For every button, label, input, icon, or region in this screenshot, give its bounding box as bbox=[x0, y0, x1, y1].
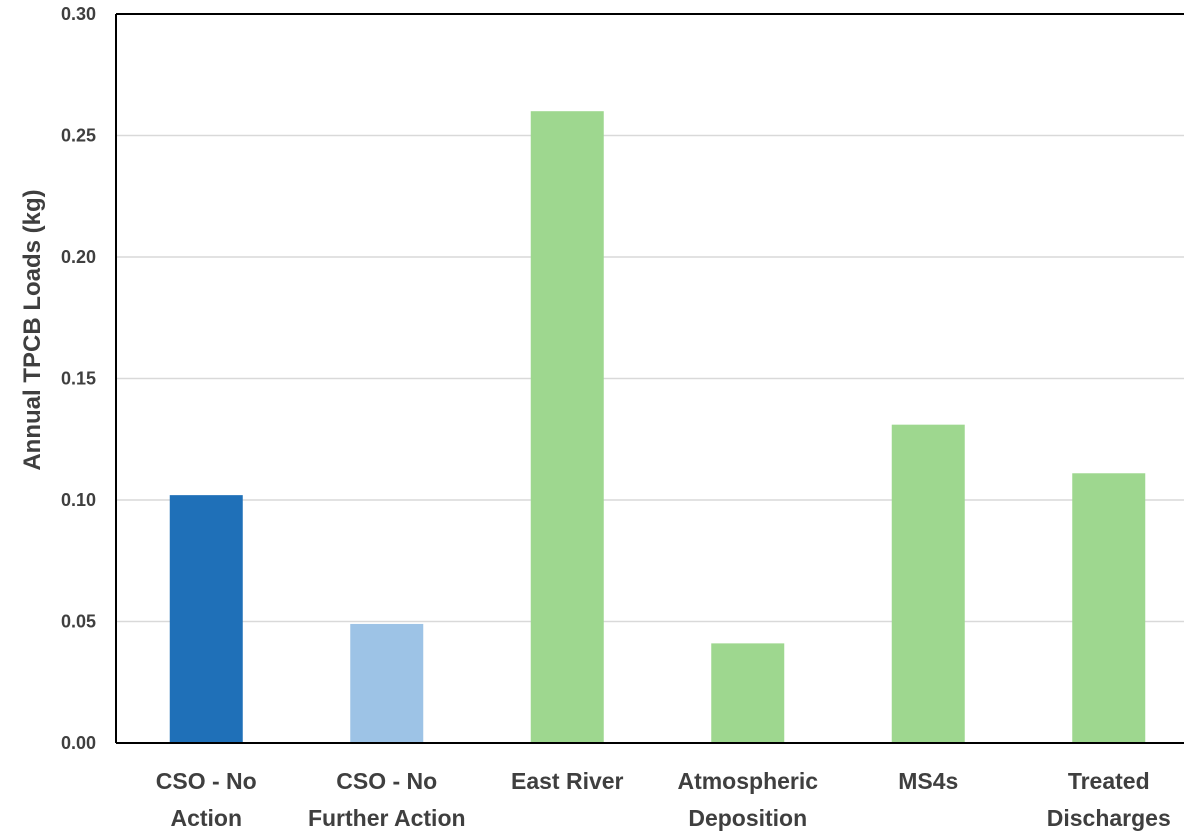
category-label-line: Action bbox=[170, 805, 242, 831]
bar bbox=[530, 111, 604, 743]
category-label-line: CSO - No bbox=[156, 768, 257, 794]
y-tick-label: 0.05 bbox=[61, 612, 96, 632]
category-label: East River bbox=[511, 768, 624, 794]
y-tick-label: 0.00 bbox=[61, 733, 96, 753]
axes bbox=[115, 13, 1184, 744]
category-label: CSO - No Further Action bbox=[308, 768, 466, 831]
y-tick-label: 0.20 bbox=[61, 247, 96, 267]
bar bbox=[1072, 473, 1146, 743]
y-tick-label: 0.15 bbox=[61, 369, 96, 389]
category-label-line: East River bbox=[511, 768, 624, 794]
category-label-line: Atmospheric bbox=[677, 768, 818, 794]
category-label: Treated Discharges bbox=[1047, 768, 1171, 831]
y-axis-title: Annual TPCB Loads (kg) bbox=[19, 189, 46, 470]
bar bbox=[169, 495, 243, 743]
category-label-line: Deposition bbox=[688, 805, 807, 831]
category-label-line: Treated bbox=[1068, 768, 1150, 794]
category-label-line: Further Action bbox=[308, 805, 466, 831]
bar bbox=[891, 424, 965, 743]
y-tick-label: 0.10 bbox=[61, 490, 96, 510]
category-labels: CSO - No Action CSO - No Further Action East… bbox=[156, 768, 1171, 831]
y-tick-labels: 0.00 0.05 0.10 0.15 0.20 0.25 0.30 bbox=[61, 4, 96, 753]
y-tick-label: 0.25 bbox=[61, 126, 96, 146]
category-label: MS4s bbox=[898, 768, 958, 794]
gridlines bbox=[116, 13, 1184, 623]
category-label: CSO - No Action bbox=[156, 768, 257, 831]
bar bbox=[350, 623, 424, 743]
bars bbox=[169, 111, 1146, 743]
category-label-line: MS4s bbox=[898, 768, 958, 794]
category-label: Atmospheric Deposition bbox=[677, 768, 818, 831]
bar bbox=[711, 643, 785, 743]
y-tick-label: 0.30 bbox=[61, 4, 96, 24]
category-label-line: CSO - No bbox=[336, 768, 437, 794]
category-label-line: Discharges bbox=[1047, 805, 1171, 831]
